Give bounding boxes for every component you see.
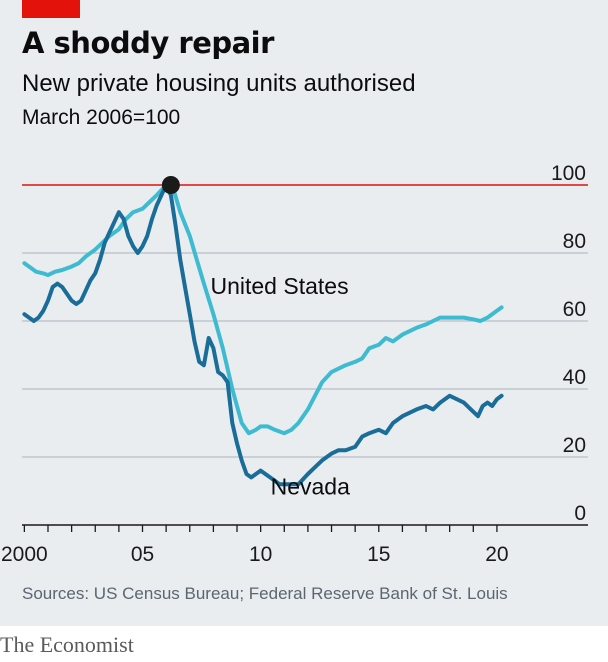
x-tick-label-05: 05	[131, 543, 154, 566]
y-tick-label-100: 100	[551, 162, 586, 185]
line-chart: 0 20 40 60 80 100 2000 05 10 15 20 United States Nev…	[1, 162, 588, 566]
red-rectangle-tag	[22, 0, 80, 18]
peak-marker-dot	[161, 176, 180, 194]
x-tick-label-20: 20	[485, 543, 508, 566]
y-tick-label-0: 0	[574, 502, 586, 525]
series-line-nevada	[22, 183, 504, 487]
chart-labels: 0 20 40 60 80 100 2000 05 10 15 20 United States Nev…	[1, 162, 586, 566]
series-label-nevada: Nevada	[271, 473, 350, 499]
x-tick-label-15: 15	[367, 543, 390, 566]
source-note: Sources: US Census Bureau; Federal Reser…	[22, 584, 508, 603]
series-line-united-states	[22, 183, 504, 436]
unit-label: March 2006=100	[22, 106, 181, 129]
y-tick-label-40: 40	[563, 366, 586, 389]
chart-title: A shoddy repair	[22, 26, 274, 60]
series-label-united-states: United States	[210, 273, 348, 299]
x-axis	[23, 525, 498, 532]
series-lines	[22, 176, 504, 487]
y-tick-label-20: 20	[563, 434, 586, 457]
chart-subtitle: New private housing units authorised	[22, 70, 416, 97]
x-tick-label-2000: 2000	[1, 543, 48, 566]
x-tick-label-10: 10	[249, 543, 272, 566]
y-tick-label-60: 60	[563, 298, 586, 321]
chart-panel: A shoddy repair New private housing unit…	[0, 0, 608, 626]
gridlines	[22, 184, 588, 526]
y-tick-label-80: 80	[563, 230, 586, 253]
publisher-footer: The Economist	[0, 632, 134, 657]
